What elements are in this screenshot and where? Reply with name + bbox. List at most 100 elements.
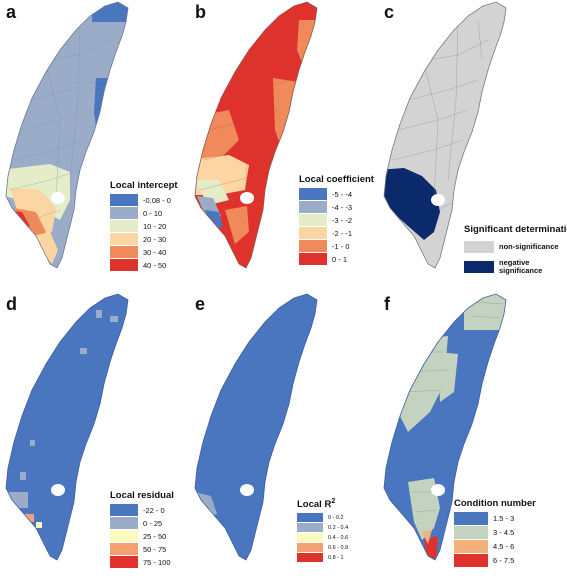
legend-item: 0 - 10 (110, 207, 178, 219)
legend-item-label: 6 - 7.5 (493, 556, 515, 565)
panel-label-b: b (195, 2, 206, 22)
legend-item-label: non-significance (499, 242, 559, 251)
legend-swatch (299, 253, 327, 265)
legend-item: -3 - -2 (299, 214, 374, 226)
legend-item-label: 0 - 1 (332, 254, 348, 264)
legend-swatch (299, 214, 327, 226)
panel-f: f Condition number 1.5 - 3 3 - 4.5 4.5 -… (378, 292, 567, 584)
map-local-r2 (194, 293, 318, 561)
legend-swatch (464, 261, 494, 273)
legend-item: 0.6 - 0.8 (297, 543, 348, 553)
region-patch (80, 348, 87, 354)
legend-title: Local residual (110, 490, 174, 501)
legend-significant-determination: Significant determination non-significan… (464, 224, 567, 276)
legend-item-label: 0.8 - 1 (328, 554, 344, 561)
lake-hole (51, 484, 65, 496)
legend-swatch (299, 201, 327, 213)
panel-label-e: e (195, 294, 206, 314)
legend-item: 3 - 4.5 (454, 526, 536, 539)
legend-swatch (110, 259, 138, 271)
region-coast (195, 180, 229, 205)
map-local-intercept (5, 1, 129, 269)
legend-item: 40 - 50 (110, 259, 178, 271)
legend-item: 4.5 - 6 (454, 540, 536, 553)
legend-item: -22 - 0 (110, 504, 174, 516)
region-patch (20, 472, 26, 480)
legend-item-label: -2 - -1 (332, 228, 353, 238)
legend-swatch (110, 194, 138, 206)
legend-swatch (454, 512, 488, 525)
legend-item-label: -5 - -4 (332, 189, 353, 199)
legend-item: non-significance (464, 241, 567, 253)
legend-item-label: 10 - 20 (143, 221, 167, 231)
legend-item: -1 - 0 (299, 240, 374, 252)
legend-swatch (110, 556, 138, 568)
legend-swatch (110, 207, 138, 219)
legend-item: 0 - 0.2 (297, 513, 348, 523)
legend-item: -2 - -1 (299, 227, 374, 239)
legend-item: -4 - -3 (299, 201, 374, 213)
lake-hole (431, 194, 445, 206)
legend-swatch (297, 523, 323, 533)
legend-item-label-line1: negative (499, 258, 530, 267)
legend-item-label: 3 - 4.5 (493, 528, 515, 537)
legend-item-label: 25 - 50 (143, 531, 167, 541)
legend-item: 20 - 30 (110, 233, 178, 245)
map-regions (384, 19, 489, 240)
legend-local-residual: Local residual -22 - 0 0 - 25 25 - 50 50… (110, 490, 174, 569)
legend-swatch (110, 543, 138, 555)
legend-item: 50 - 75 (110, 543, 174, 555)
legend-swatch (297, 513, 323, 523)
panel-label-a: a (6, 2, 17, 22)
legend-item-label: 0 - 25 (143, 518, 163, 528)
region-tip-mid (422, 530, 432, 544)
legend-item: -5 - -4 (299, 188, 374, 200)
legend-item-label: 40 - 50 (143, 260, 167, 270)
legend-swatch (454, 540, 488, 553)
legend-item: 0.2 - 0.4 (297, 523, 348, 533)
region-tip (32, 232, 58, 264)
legend-swatch (299, 188, 327, 200)
legend-item-label: 20 - 30 (143, 234, 167, 244)
map-local-residual (5, 293, 129, 561)
legend-item-label: 30 - 40 (143, 247, 167, 257)
legend-local-intercept: Local intercept -0.08 - 0 0 - 10 10 - 20… (110, 180, 178, 272)
legend-swatch (110, 517, 138, 529)
panel-e: e Local R2 0 - 0.2 0.2 - 0.4 0.4 - 0.6 0… (189, 292, 378, 584)
legend-item-label: -22 - 0 (143, 505, 165, 515)
region-negative-significance (384, 168, 440, 240)
region-patch (96, 310, 102, 318)
panel-b: b Local coefficient -5 - -4 -4 - -3 -3 -… (189, 0, 378, 292)
legend-swatch (297, 543, 323, 553)
region-patch-mid (203, 510, 211, 516)
legend-item: 0.4 - 0.6 (297, 533, 349, 543)
legend-swatch (464, 241, 494, 253)
legend-swatch (110, 220, 138, 232)
legend-item-label: 0 - 10 (143, 208, 163, 218)
legend-item-label: negative significance (499, 259, 542, 275)
legend-item: 1.5 - 3 (454, 512, 536, 525)
legend-item-label: 0.4 - 0.6 (328, 534, 349, 541)
panel-a: a Local intercept -0.08 - 0 0 - 10 10 - … (0, 0, 189, 292)
region-patch (8, 492, 28, 508)
legend-swatch (110, 246, 138, 258)
legend-item: 0 - 1 (299, 253, 374, 265)
legend-title-superscript: 2 (331, 498, 336, 505)
map-regions (398, 294, 506, 558)
legend-item: 25 - 50 (110, 530, 174, 542)
legend-swatch (297, 553, 323, 563)
region-east (94, 78, 118, 142)
region-patch-high (24, 514, 34, 522)
legend-swatch (297, 533, 323, 543)
region-south-mid (225, 206, 249, 244)
legend-item-label: -3 - -2 (332, 215, 353, 225)
map-condition-number (383, 293, 507, 561)
legend-item-label: -4 - -3 (332, 202, 353, 212)
region-south-low (205, 210, 223, 228)
legend-condition-number: Condition number 1.5 - 3 3 - 4.5 4.5 - 6… (454, 498, 536, 568)
lake-hole (240, 484, 254, 496)
legend-item-label: 4.5 - 6 (493, 542, 515, 551)
lake-hole (240, 192, 254, 204)
legend-item: 0 - 25 (110, 517, 174, 529)
lake-hole (431, 484, 445, 496)
